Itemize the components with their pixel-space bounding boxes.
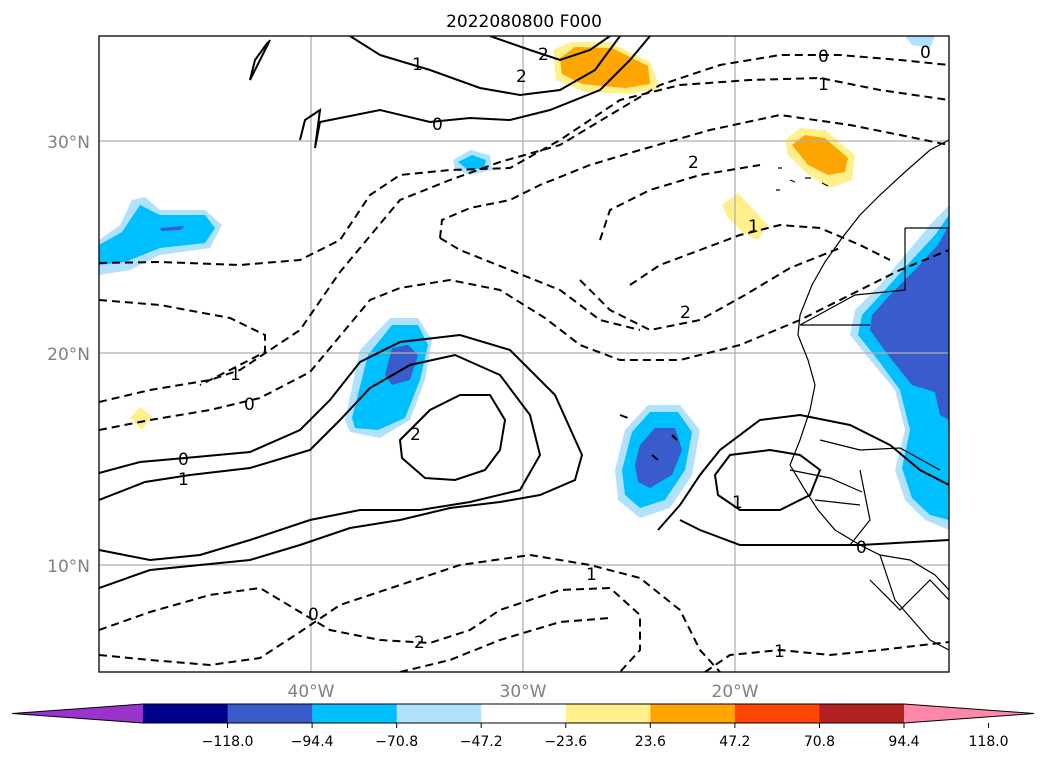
lon-label: 20°W xyxy=(712,682,759,702)
contour-label: 0 xyxy=(818,47,829,67)
colorbar-tick-label: −70.8 xyxy=(375,734,418,750)
colorbar-bin xyxy=(396,704,482,723)
contour-label: 1 xyxy=(818,75,829,95)
colorbar-tick-label: 94.4 xyxy=(888,734,919,750)
contour-label: 1 xyxy=(178,470,189,490)
contour-label: 0 xyxy=(178,450,189,470)
positive-anomaly-region xyxy=(722,193,768,240)
colorbar-bin xyxy=(819,704,905,723)
map-panel: 2 1 0 0 1 2 1 0 0 1 2 2 1 0 2 1 0 1 2 1 … xyxy=(99,36,949,672)
longitude-labels: 40°W 30°W 20°W xyxy=(288,682,759,702)
contour-label: 1 xyxy=(774,642,785,662)
lat-label: 10°N xyxy=(47,557,90,577)
negative-anomaly-region xyxy=(99,205,215,265)
contour-label: 2 xyxy=(516,67,527,87)
colorbar-tick-label: 70.8 xyxy=(804,734,835,750)
colorbar-bin xyxy=(312,704,398,723)
contour-label: 2 xyxy=(414,633,425,653)
contour-label: 0 xyxy=(920,43,931,63)
lat-label: 20°N xyxy=(47,345,90,365)
gridlines xyxy=(99,36,949,672)
map-frame xyxy=(98,35,950,673)
contour-label: 0 xyxy=(856,538,867,558)
colorbar-bin xyxy=(481,704,567,723)
contour-label: 1 xyxy=(412,55,423,75)
colorbar-tick-label: 23.6 xyxy=(635,734,666,750)
colorbar-tick-label: 118.0 xyxy=(969,734,1009,750)
contour-label: 0 xyxy=(244,395,255,415)
dashed-contours xyxy=(99,54,949,672)
contour-label: 1 xyxy=(586,565,597,585)
colorbar: −118.0 −94.4 −70.8 −47.2 −23.6 23.6 47.2 70.8 94… xyxy=(11,703,1035,750)
lon-label: 30°W xyxy=(500,682,547,702)
contour-label: 0 xyxy=(308,605,319,625)
contour-label: 2 xyxy=(538,45,549,65)
colorbar-outline xyxy=(11,703,1035,724)
contour-label: 1 xyxy=(732,493,743,513)
solid-contours xyxy=(99,36,949,589)
colorbar-tick-label: −94.4 xyxy=(291,734,334,750)
colorbar-tick-label: −118.0 xyxy=(202,734,254,750)
colorbar-bin xyxy=(227,704,313,723)
colorbar-extend-low xyxy=(12,704,143,723)
colorbar-bin xyxy=(650,704,736,723)
latitude-labels: 30°N 20°N 10°N xyxy=(47,133,90,577)
contour-labels: 2 1 0 0 1 2 1 0 0 1 2 2 1 0 2 1 0 1 2 1 … xyxy=(178,43,931,662)
colorbar-bin xyxy=(565,704,651,723)
coastline xyxy=(776,139,949,651)
colorbar-extend-high xyxy=(904,704,1034,723)
lon-label: 40°W xyxy=(288,682,335,702)
colorbar-bin xyxy=(734,704,820,723)
contour-label: 1 xyxy=(230,365,241,385)
colorbar-tick-label: 47.2 xyxy=(719,734,750,750)
colorbar-tick-label: −47.2 xyxy=(460,734,503,750)
contour-label: 2 xyxy=(688,153,699,173)
colorbar-bin xyxy=(143,704,229,723)
contour-label: 1 xyxy=(748,217,759,237)
lat-label: 30°N xyxy=(47,133,90,153)
contour-label: 0 xyxy=(432,115,443,135)
contour-label: 2 xyxy=(680,303,691,323)
contour-label: 2 xyxy=(410,425,421,445)
colorbar-tick-label: −23.6 xyxy=(544,734,587,750)
map-title: 2022080800 F000 xyxy=(446,12,602,32)
